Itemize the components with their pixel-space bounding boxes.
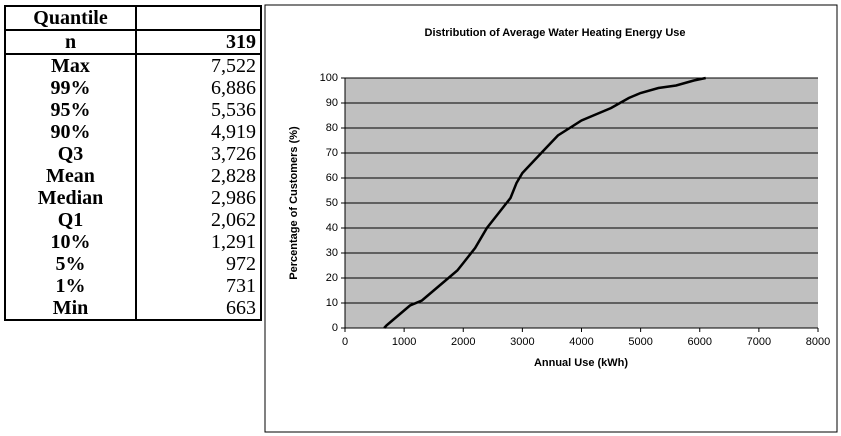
quantile-table: Quantile n 319 Max 7,522 99% 6,886 95% 5,536 90%… — [4, 5, 262, 321]
quantile-label: Q1 — [4, 209, 137, 231]
y-axis-label: Percentage of Customers (%) — [288, 126, 300, 280]
table-row: Min 663 — [4, 297, 262, 321]
header-row: Quantile — [4, 5, 262, 31]
quantile-value: 4,919 — [135, 121, 262, 143]
x-axis-label: Annual Use (kWh) — [534, 357, 628, 369]
table-row: 10% 1,291 — [4, 231, 262, 253]
y-tick-label: 100 — [320, 72, 338, 84]
table-row: n 319 — [4, 30, 262, 55]
table-row: Median 2,986 — [4, 187, 262, 209]
quantile-value: 6,886 — [135, 77, 262, 99]
x-tick-label: 4000 — [569, 336, 593, 348]
x-tick-label: 3000 — [510, 336, 534, 348]
quantile-label: Mean — [4, 165, 137, 187]
quantile-value: 2,062 — [135, 209, 262, 231]
quantile-label: 1% — [4, 275, 137, 297]
table-row: Q1 2,062 — [4, 209, 262, 231]
quantile-value: 972 — [135, 253, 262, 275]
y-tick-label: 30 — [326, 247, 338, 259]
header-cell — [135, 5, 262, 31]
header-cell: Quantile — [4, 5, 137, 31]
x-tick-label: 5000 — [628, 336, 652, 348]
quantile-value: 731 — [135, 275, 262, 297]
quantile-label: 99% — [4, 77, 137, 99]
quantile-label: 95% — [4, 99, 137, 121]
y-tick-label: 60 — [326, 172, 338, 184]
y-tick-label: 0 — [332, 322, 338, 334]
quantile-value: 2,986 — [135, 187, 262, 209]
quantile-value: 2,828 — [135, 165, 262, 187]
y-tick-label: 90 — [326, 97, 338, 109]
x-tick-label: 1000 — [392, 336, 416, 348]
quantile-value: 663 — [135, 297, 262, 321]
table-row: 95% 5,536 — [4, 99, 262, 121]
quantile-value: 1,291 — [135, 231, 262, 253]
quantile-value: 319 — [135, 30, 262, 55]
x-tick-label: 7000 — [747, 336, 771, 348]
y-tick-label: 70 — [326, 147, 338, 159]
quantile-label: 10% — [4, 231, 137, 253]
y-tick-label: 50 — [326, 197, 338, 209]
chart-title: Distribution of Average Water Heating En… — [425, 27, 686, 39]
quantile-label: Median — [4, 187, 137, 209]
x-tick-label: 8000 — [806, 336, 830, 348]
table-row: Max 7,522 — [4, 54, 262, 77]
y-tick-label: 80 — [326, 122, 338, 134]
table-row: 90% 4,919 — [4, 121, 262, 143]
quantile-label: 5% — [4, 253, 137, 275]
quantile-label: Min — [4, 297, 137, 321]
y-tick-label: 10 — [326, 297, 338, 309]
table-row: 5% 972 — [4, 253, 262, 275]
table-row: 1% 731 — [4, 275, 262, 297]
quantile-label: 90% — [4, 121, 137, 143]
quantile-label: Max — [4, 54, 137, 77]
cdf-line — [383, 76, 706, 329]
quantile-value: 7,522 — [135, 54, 262, 77]
quantile-label: Q3 — [4, 143, 137, 165]
x-tick-label: 6000 — [688, 336, 712, 348]
y-tick-label: 20 — [326, 272, 338, 284]
x-tick-label: 0 — [342, 336, 348, 348]
quantile-value: 3,726 — [135, 143, 262, 165]
table-row: Mean 2,828 — [4, 165, 262, 187]
quantile-label: n — [4, 30, 137, 55]
y-tick-label: 40 — [326, 222, 338, 234]
x-tick-label: 2000 — [451, 336, 475, 348]
table-row: 99% 6,886 — [4, 77, 262, 99]
table-row: Q3 3,726 — [4, 143, 262, 165]
quantile-value: 5,536 — [135, 99, 262, 121]
